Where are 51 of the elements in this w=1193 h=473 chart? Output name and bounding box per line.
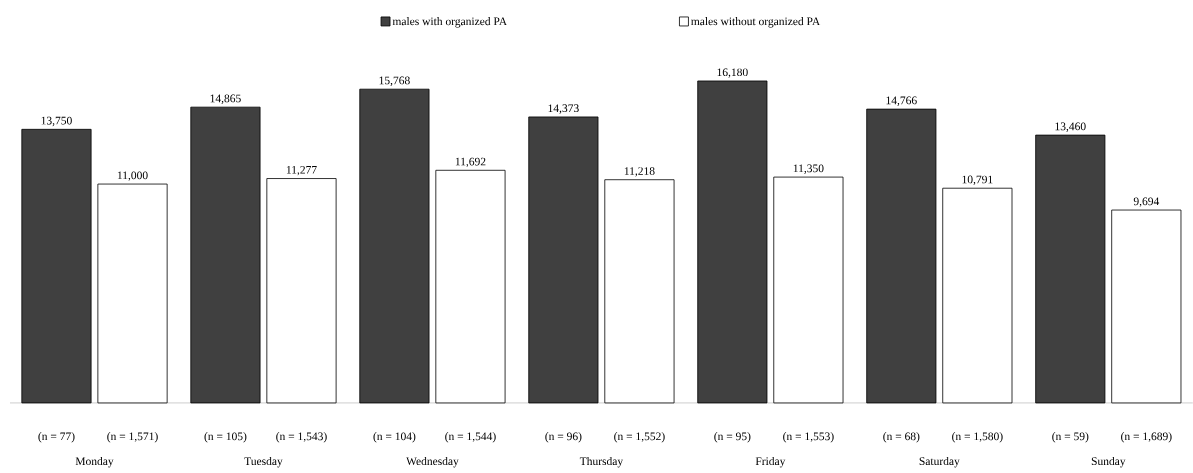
bar bbox=[266, 178, 337, 404]
bar bbox=[773, 176, 844, 404]
bar bbox=[97, 183, 168, 404]
data-label: 11,277 bbox=[286, 166, 317, 176]
data-label: 11,000 bbox=[117, 171, 148, 181]
data-label: 13,750 bbox=[41, 116, 72, 127]
bar bbox=[528, 116, 599, 404]
data-label: 11,350 bbox=[793, 164, 824, 174]
text: (n = 1,544) bbox=[445, 432, 496, 443]
data-label: 14,865 bbox=[210, 94, 241, 104]
data-label: 11,218 bbox=[624, 167, 655, 177]
x-tick-label: Wednesday bbox=[406, 456, 459, 468]
data-label: 14,373 bbox=[548, 104, 579, 114]
data-label: 10,791 bbox=[962, 175, 993, 186]
bar bbox=[604, 179, 675, 404]
text: (n = 1,571) bbox=[107, 432, 158, 443]
bar bbox=[1035, 134, 1106, 404]
x-tick-label: Saturday bbox=[919, 456, 960, 468]
bar bbox=[866, 108, 937, 404]
text: (n = 1,552) bbox=[614, 432, 665, 443]
x-tick-label: Tuesday bbox=[244, 456, 283, 468]
data-label: 9,694 bbox=[1133, 197, 1160, 207]
text: (n = 68) bbox=[883, 432, 920, 443]
bar bbox=[435, 169, 506, 404]
x-tick-label: Sunday bbox=[1091, 456, 1126, 468]
legend-label: males without organized PA bbox=[691, 17, 821, 28]
text: (n = 1,689) bbox=[1121, 432, 1172, 443]
data-label: 13,460 bbox=[1055, 122, 1086, 132]
data-label: 14,766 bbox=[886, 96, 917, 106]
text: (n = 105) bbox=[204, 432, 247, 443]
x-tick-label: Thursday bbox=[579, 456, 624, 468]
text: (n = 96) bbox=[545, 432, 582, 443]
x-tick-label: Friday bbox=[755, 456, 786, 468]
text: (n = 1,553) bbox=[783, 432, 834, 443]
legend-label: males with organized PA bbox=[392, 17, 508, 28]
bar bbox=[1111, 209, 1182, 404]
bar bbox=[697, 80, 768, 404]
data-label: 11,692 bbox=[455, 157, 486, 168]
text: (n = 77) bbox=[38, 432, 75, 443]
bar bbox=[21, 128, 92, 404]
bar bbox=[190, 106, 261, 404]
text: (n = 1,580) bbox=[952, 432, 1003, 443]
data-label: 15,768 bbox=[379, 76, 410, 87]
x-tick-label: Monday bbox=[75, 456, 114, 468]
text: (n = 104) bbox=[373, 432, 416, 443]
text: (n = 95) bbox=[714, 432, 751, 443]
data-label: 16,180 bbox=[717, 68, 748, 78]
text: (n = 59) bbox=[1052, 432, 1089, 443]
bar bbox=[359, 88, 430, 404]
text: (n = 1,543) bbox=[276, 432, 327, 443]
bar bbox=[942, 187, 1013, 404]
